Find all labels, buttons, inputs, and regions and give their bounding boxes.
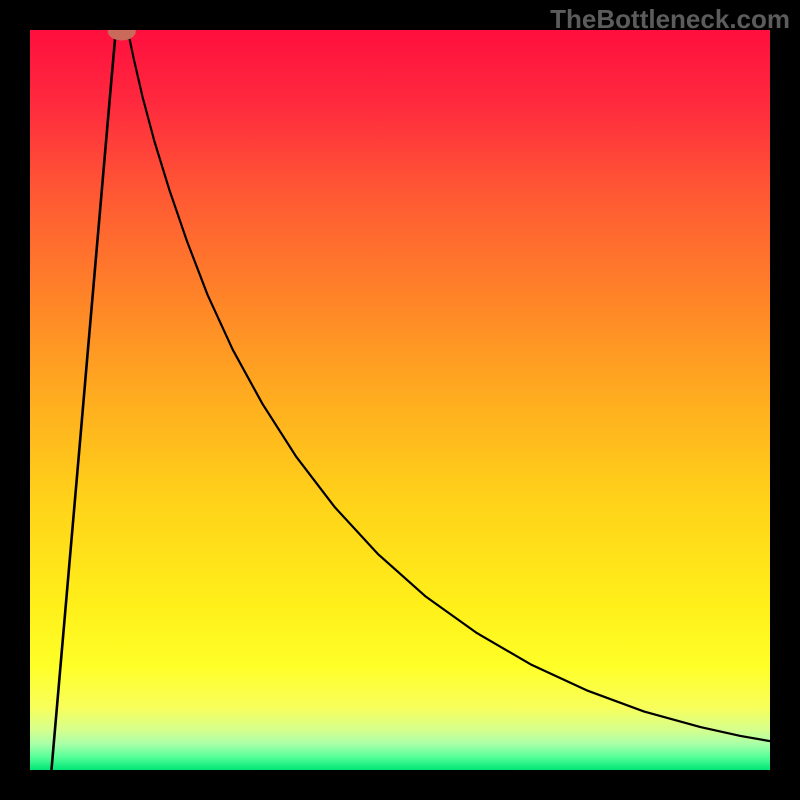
- bottleneck-plot: [30, 30, 770, 770]
- plot-background: [30, 30, 770, 770]
- chart-frame: TheBottleneck.com: [0, 0, 800, 800]
- watermark-text: TheBottleneck.com: [550, 4, 790, 35]
